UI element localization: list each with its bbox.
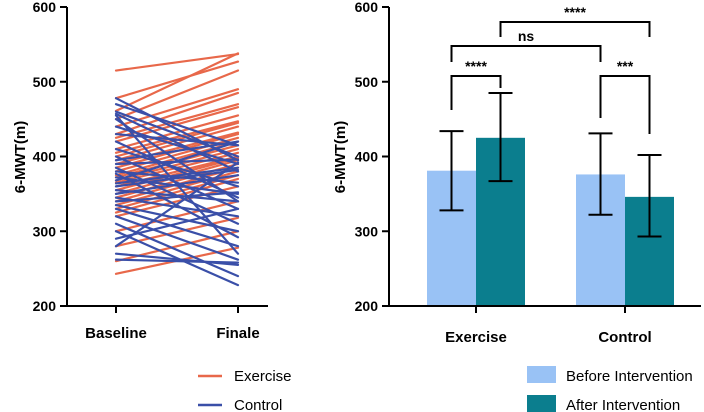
slope-lines: [114, 52, 240, 287]
slope-line-control: [114, 189, 240, 203]
slope-line-control: [114, 140, 240, 182]
slope-line-exercise: [114, 114, 240, 151]
slope-line-control: [114, 140, 240, 162]
slope-x-label-baseline: Baseline: [85, 325, 147, 342]
slope-line-control: [114, 258, 240, 264]
bar-x-label-exercise: Exercise: [445, 329, 507, 346]
slope-line-control: [114, 125, 240, 166]
slope-line-control: [114, 140, 240, 199]
error-bar-exercise-after: [488, 91, 513, 183]
slope-y-tick-label: 300: [33, 223, 57, 239]
bar-x-label-control: Control: [598, 329, 651, 346]
slope-line-control: [114, 215, 240, 261]
slope-chart: 6-MWT(m) 200 300 400 500 600 Baseline Finale…: [12, 0, 292, 412]
sig-bracket-after-label: ****: [564, 4, 586, 20]
legend-label-before: Before Intervention: [566, 368, 693, 385]
sig-bracket-control-label: ***: [617, 58, 634, 74]
bar-y-tick-label: 300: [355, 223, 379, 239]
bar-y-tick-label: 200: [355, 298, 379, 314]
sig-bracket-after: ****: [499, 4, 651, 37]
bar-y-tick-label: 500: [355, 74, 379, 90]
slope-line-exercise: [114, 200, 240, 233]
error-bar-exercise-before: [439, 130, 464, 212]
slope-line-control: [114, 112, 240, 173]
slope-line-exercise: [114, 230, 240, 263]
error-bar-control-before: [588, 132, 613, 216]
legend-label-exercise: Exercise: [234, 368, 292, 385]
sig-bracket-control: ***: [599, 58, 651, 134]
bar-y-tick-label: 400: [355, 149, 379, 165]
slope-line-exercise: [114, 147, 240, 182]
slope-line-control: [114, 166, 240, 185]
bars: [427, 137, 674, 306]
sig-bracket-exercise: ****: [450, 58, 502, 110]
error-bars: [439, 91, 662, 238]
slope-line-exercise: [114, 52, 240, 72]
legend-swatch-before: [527, 366, 556, 383]
slope-y-tick-label: 400: [33, 149, 57, 165]
bar-y-tick-label: 600: [355, 0, 379, 15]
slope-line-control: [114, 191, 240, 203]
slope-line-exercise: [114, 216, 240, 248]
legend-label-control: Control: [234, 397, 282, 412]
sig-bracket-before-label: ns: [518, 28, 535, 44]
slope-x-label-finale: Finale: [216, 325, 259, 342]
slope-y-tick-label: 600: [33, 0, 57, 15]
slope-line-control: [114, 230, 240, 287]
slope-line-control: [114, 174, 240, 195]
significance-brackets: **** ***ns****: [450, 4, 651, 134]
slope-line-exercise: [114, 120, 240, 154]
slope-line-control: [114, 203, 240, 233]
sig-bracket-exercise-label: ****: [465, 58, 487, 74]
slope-line-exercise: [114, 60, 240, 100]
bar-y-ticks: 200 300 400 500 600: [355, 0, 389, 314]
slope-y-axis-label: 6-MWT(m): [12, 121, 29, 193]
slope-y-tick-label: 500: [33, 74, 57, 90]
slope-line-control: [114, 161, 240, 248]
slope-y-ticks: 200 300 400 500 600: [33, 0, 67, 314]
slope-line-exercise: [114, 88, 240, 128]
slope-legend: Exercise Control: [198, 368, 292, 412]
slope-line-exercise: [114, 91, 240, 136]
legend-swatch-after: [527, 395, 556, 412]
bar-legend: Before Intervention After Intervention: [527, 366, 693, 412]
legend-label-after: After Intervention: [566, 397, 680, 412]
slope-y-tick-label: 200: [33, 298, 57, 314]
sig-bracket-before: ns: [450, 28, 602, 62]
slope-line-control: [114, 168, 240, 188]
slope-line-control: [114, 103, 240, 147]
bar-y-axis-label: 6-MWT(m): [332, 121, 349, 193]
slope-line-exercise: [114, 52, 240, 113]
slope-line-control: [114, 132, 240, 147]
error-bar-control-after: [637, 154, 662, 238]
slope-line-control: [114, 207, 240, 240]
slope-line-control: [114, 207, 240, 248]
